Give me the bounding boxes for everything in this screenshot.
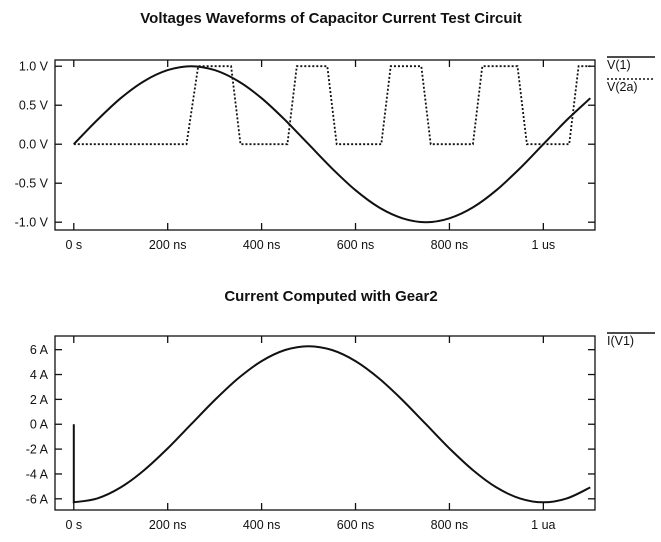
chart-current-y-axis: 6 A 4 A 2 A 0 A -2 A -4 A -6 A [26,343,595,506]
chart-current-title: Current Computed with Gear2 [224,288,437,305]
legend-label: V(1) [607,58,631,72]
y-tick-label: -4 A [26,467,49,481]
x-tick-label: 600 ns [337,238,375,252]
x-tick-label: 800 ns [431,238,469,252]
x-tick-label: 400 ns [243,518,281,532]
x-tick-label: 0 s [65,518,82,532]
y-tick-label: -0.5 V [15,177,49,191]
legend-label: I(V1) [607,334,634,348]
x-tick-label: 1 ua [531,518,555,532]
x-tick-label: 800 ns [431,518,469,532]
series-line-i-v1 [72,345,591,504]
legend-label: V(2a) [607,80,638,94]
chart-voltages: Voltages Waveforms of Capacitor Current … [15,10,655,252]
chart-voltages-legend: V(1) V(2a) [607,56,655,94]
y-tick-label: 0 A [30,418,49,432]
y-tick-label: 4 A [30,368,49,382]
series-line-v-2a [73,65,591,146]
y-tick-label: 2 A [30,393,49,407]
x-tick-label: 200 ns [149,238,187,252]
chart-current-frame [54,335,596,511]
x-tick-label: 0 s [65,238,82,252]
y-tick-label: -2 A [26,443,49,457]
x-tick-label: 200 ns [149,518,187,532]
chart-voltages-series [73,65,591,224]
chart-voltages-frame [54,59,596,231]
chart-current-x-axis: 0 s 200 ns 400 ns 600 ns 800 ns 1 ua [65,336,556,532]
x-tick-label: 400 ns [243,238,281,252]
chart-current-legend: I(V1) [607,332,655,348]
x-tick-label: 1 us [532,238,556,252]
y-tick-label: 1.0 V [19,60,49,74]
y-tick-label: -1.0 V [15,216,49,230]
series-line-v-1 [73,65,591,224]
chart-voltages-title: Voltages Waveforms of Capacitor Current … [140,10,521,27]
chart-voltages-y-axis: 1.0 V 0.5 V 0.0 V -0.5 V -1.0 V [15,60,595,230]
y-tick-label: 6 A [30,343,49,357]
y-tick-label: -6 A [26,492,49,506]
chart-current-series [72,345,591,504]
y-tick-label: 0.0 V [19,138,49,152]
y-tick-label: 0.5 V [19,99,49,113]
chart-voltages-x-axis: 0 s 200 ns 400 ns 600 ns 800 ns 1 us [65,60,555,252]
chart-current: Current Computed with Gear2 6 A 4 A 2 A 0 A… [26,288,655,532]
x-tick-label: 600 ns [337,518,375,532]
